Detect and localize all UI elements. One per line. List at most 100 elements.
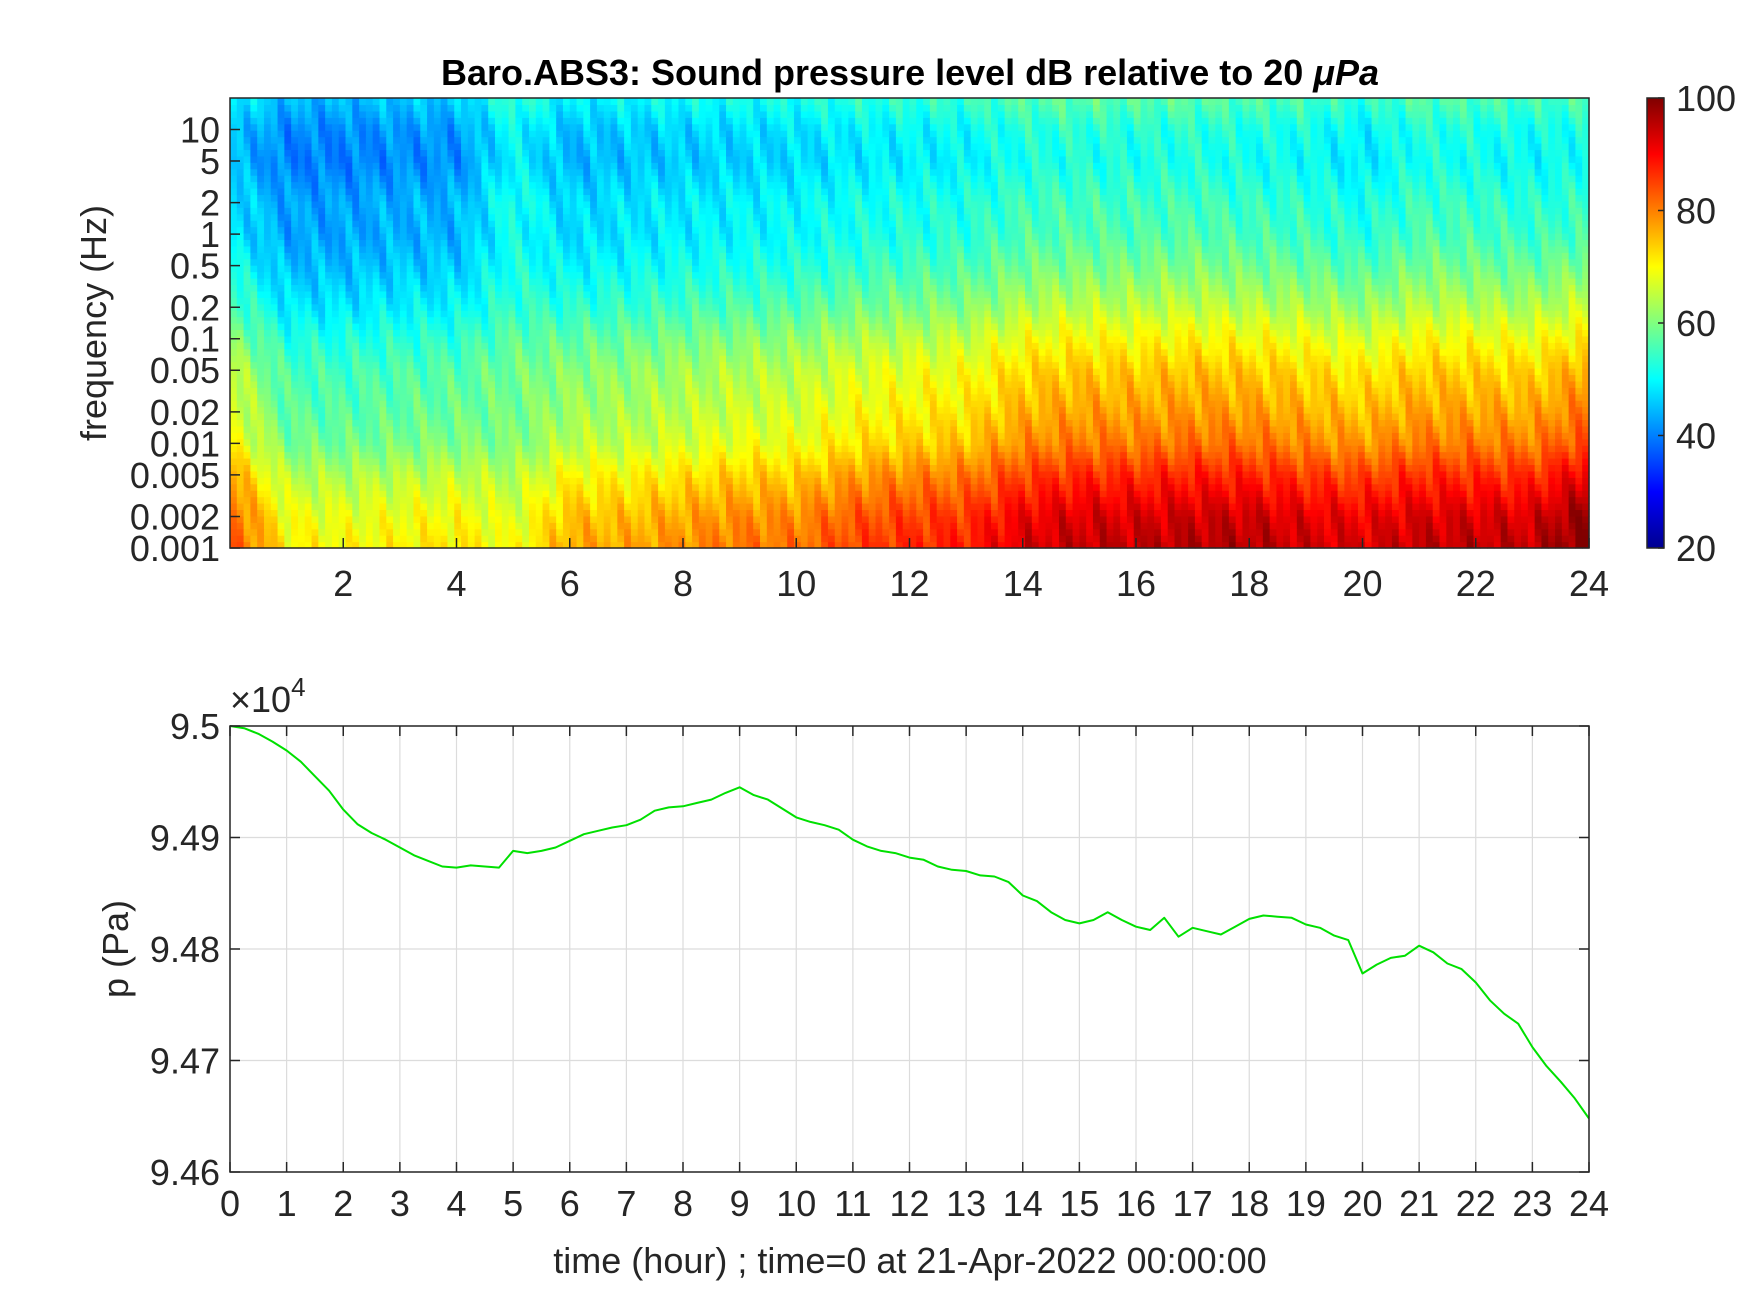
spectrogram-cell [1493, 503, 1502, 511]
spectrogram-cell [488, 406, 496, 414]
spectrogram-cell [528, 503, 537, 511]
spectrogram-cell [1412, 535, 1420, 543]
spectrogram-cell [1242, 483, 1250, 491]
spectrogram-cell [800, 503, 809, 511]
spectrogram-cell [875, 387, 883, 395]
spectrogram-cell [617, 490, 625, 498]
spectrogram-cell [746, 387, 754, 395]
spectrogram-cell [1500, 503, 1509, 511]
spectrogram-cell [1269, 515, 1278, 523]
spectrogram-cell [1425, 393, 1434, 401]
spectrogram-cell [277, 451, 285, 459]
spectrogram-cell [1140, 451, 1148, 459]
spectrogram-cell [461, 490, 469, 498]
spectrogram-cell [1466, 528, 1475, 536]
spectrogram-cell [1310, 515, 1318, 523]
spectrogram-cell [427, 541, 435, 549]
spectrogram-cell [318, 496, 326, 504]
spectrogram-cell [1371, 393, 1379, 401]
spectrogram-cell [760, 470, 768, 478]
spectrogram-cell [1249, 509, 1257, 517]
spectrogram-cell [855, 515, 863, 523]
spectrogram-cell [861, 490, 870, 498]
spectrogram-cell [739, 419, 748, 427]
spectrogram-cell [997, 470, 1006, 478]
spectrogram-cell [1391, 535, 1400, 543]
spectrogram-cell [1548, 515, 1556, 523]
spectrogram-cell [685, 503, 693, 511]
spectrogram-cell [1086, 432, 1094, 440]
spectrogram-cell [515, 535, 523, 543]
spectrogram-cell [1439, 528, 1447, 536]
spectrogram-cell [1371, 432, 1379, 440]
spectrogram-cell [746, 464, 754, 472]
spectrogram-cell [508, 470, 516, 478]
spectrogram-cell [671, 438, 680, 446]
spectrogram-cell [848, 438, 856, 446]
spectrogram-cell [1391, 451, 1400, 459]
spectrogram-cell [562, 509, 571, 517]
spectrogram-cell [1208, 445, 1216, 453]
spectrogram-cell [1534, 503, 1543, 511]
spectrogram-cell [590, 393, 598, 401]
spectrogram-cell [1582, 535, 1590, 543]
spectrogram-cell [1249, 438, 1257, 446]
spectrogram-cell [257, 515, 265, 523]
spectrogram-cell [1262, 483, 1271, 491]
spectrogram-cell [658, 477, 666, 485]
spectrogram-cell [916, 419, 924, 427]
spectrogram-cell [753, 451, 761, 459]
spectrogram-cell [1323, 541, 1332, 549]
spectrogram-cell [1351, 503, 1359, 511]
spectrogram-cell [821, 503, 829, 511]
spectrogram-cell [963, 438, 972, 446]
spectrogram-cell [1351, 509, 1359, 517]
spectrogram-cell [1493, 425, 1502, 433]
spectrogram-cell [495, 432, 503, 440]
spectrogram-cell [895, 413, 904, 421]
spectrogram-cell [1344, 509, 1352, 517]
spectrogram-cell [284, 528, 292, 536]
spectrogram-cell [1154, 438, 1162, 446]
spectrogram-cell [1561, 515, 1570, 523]
spectrogram-cell [1296, 400, 1305, 408]
spectrogram-cell [1222, 451, 1230, 459]
spectrogram-cell [1507, 535, 1515, 543]
spectrogram-cell [359, 477, 367, 485]
spectrogram-cell [1555, 515, 1563, 523]
spectrogram-cell [1262, 432, 1271, 440]
spectrogram-cell [889, 451, 897, 459]
spectrogram-cell [991, 470, 999, 478]
spectrogram-cell [1317, 528, 1325, 536]
spectrogram-cell [427, 483, 435, 491]
spectrogram-cell [1419, 406, 1427, 414]
spectrogram-cell [1031, 470, 1040, 478]
spectrogram-cell [427, 413, 435, 421]
spectrogram-cell [1167, 393, 1176, 401]
spectrogram-cell [1548, 425, 1556, 433]
spectrogram-cell [1215, 451, 1223, 459]
spectrogram-cell [1106, 528, 1114, 536]
spectrogram-cell [1500, 413, 1509, 421]
spectrogram-cell [807, 503, 815, 511]
spectrogram-cell [719, 458, 727, 466]
spectrogram-cell [1439, 458, 1447, 466]
spectrogram-cell [1174, 541, 1182, 549]
spectrogram-cell [1514, 432, 1522, 440]
spectrogram-cell [1235, 477, 1244, 485]
spectrogram-cell [474, 496, 483, 504]
spectrogram-cell [1120, 483, 1128, 491]
spectrogram-cell [1072, 464, 1080, 472]
spectrogram-cell [916, 438, 924, 446]
spectrogram-cell [746, 419, 754, 427]
spectrogram-cell [732, 535, 741, 543]
spectrogram-cell [243, 432, 251, 440]
spectrogram-cell [1058, 406, 1067, 414]
spectrogram-cell [916, 528, 924, 536]
spectrogram-cell [583, 445, 591, 453]
spectrogram-cell [1174, 432, 1182, 440]
spectrogram-cell [1453, 406, 1461, 414]
spectrogram-cell [236, 451, 245, 459]
spectrogram-cell [909, 509, 917, 517]
spectrogram-cell [936, 393, 945, 401]
